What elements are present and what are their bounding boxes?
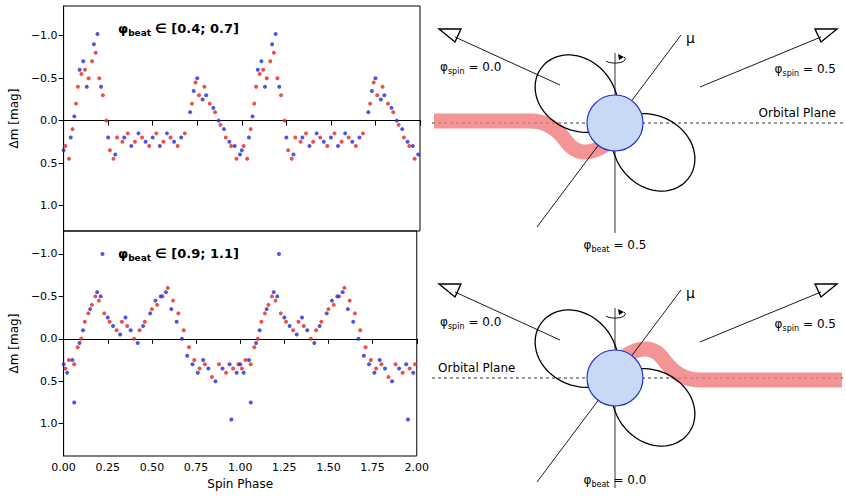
svg-text:Δm [mag]: Δm [mag] (7, 89, 21, 149)
svg-text:Δm [mag]: Δm [mag] (7, 314, 21, 374)
svg-text:φbeat= 0.0: φbeat= 0.0 (584, 473, 647, 489)
svg-text:Orbital Plane: Orbital Plane (438, 361, 515, 375)
svg-text:0.25: 0.25 (96, 461, 121, 474)
svg-text:0.00: 0.00 (51, 461, 75, 474)
svg-text:φspin= 0.0: φspin= 0.0 (440, 315, 501, 331)
svg-text:∈ [0.4; 0.7]: ∈ [0.4; 0.7] (155, 21, 239, 36)
svg-text:μ: μ (686, 30, 695, 46)
svg-text:φspin= 0.5: φspin= 0.5 (775, 317, 836, 333)
svg-text:φspin= 0.5: φspin= 0.5 (775, 62, 836, 78)
svg-text:0.50: 0.50 (140, 461, 165, 474)
svg-text:0.75: 0.75 (184, 461, 209, 474)
svg-text:beat: beat (128, 253, 152, 263)
svg-text:−0.5: −0.5 (31, 72, 58, 85)
svg-text:−0.5: −0.5 (31, 290, 58, 303)
svg-text:0.0: 0.0 (40, 114, 58, 127)
svg-text:φ: φ (118, 246, 128, 261)
svg-text:1.50: 1.50 (316, 461, 341, 474)
svg-text:0.0: 0.0 (40, 332, 58, 345)
svg-text:Orbital Plane: Orbital Plane (759, 106, 836, 120)
svg-text:φspin= 0.0: φspin= 0.0 (440, 60, 501, 76)
svg-text:1.25: 1.25 (272, 461, 297, 474)
svg-text:∈ [0.9; 1.1]: ∈ [0.9; 1.1] (155, 246, 239, 261)
svg-text:1.0: 1.0 (40, 417, 58, 430)
svg-text:1.00: 1.00 (228, 461, 253, 474)
svg-text:beat: beat (128, 28, 152, 38)
svg-text:φbeat= 0.5: φbeat= 0.5 (584, 238, 647, 254)
svg-text:2.00: 2.00 (405, 461, 430, 474)
svg-text:Spin Phase: Spin Phase (207, 477, 273, 491)
svg-text:1.0: 1.0 (40, 199, 58, 212)
svg-text:−1.0: −1.0 (31, 247, 58, 260)
svg-text:φ: φ (118, 21, 128, 36)
svg-text:0.5: 0.5 (40, 375, 58, 388)
svg-text:0.5: 0.5 (40, 157, 58, 170)
svg-text:μ: μ (686, 285, 695, 301)
svg-text:1.75: 1.75 (360, 461, 385, 474)
svg-text:−1.0: −1.0 (31, 29, 58, 42)
